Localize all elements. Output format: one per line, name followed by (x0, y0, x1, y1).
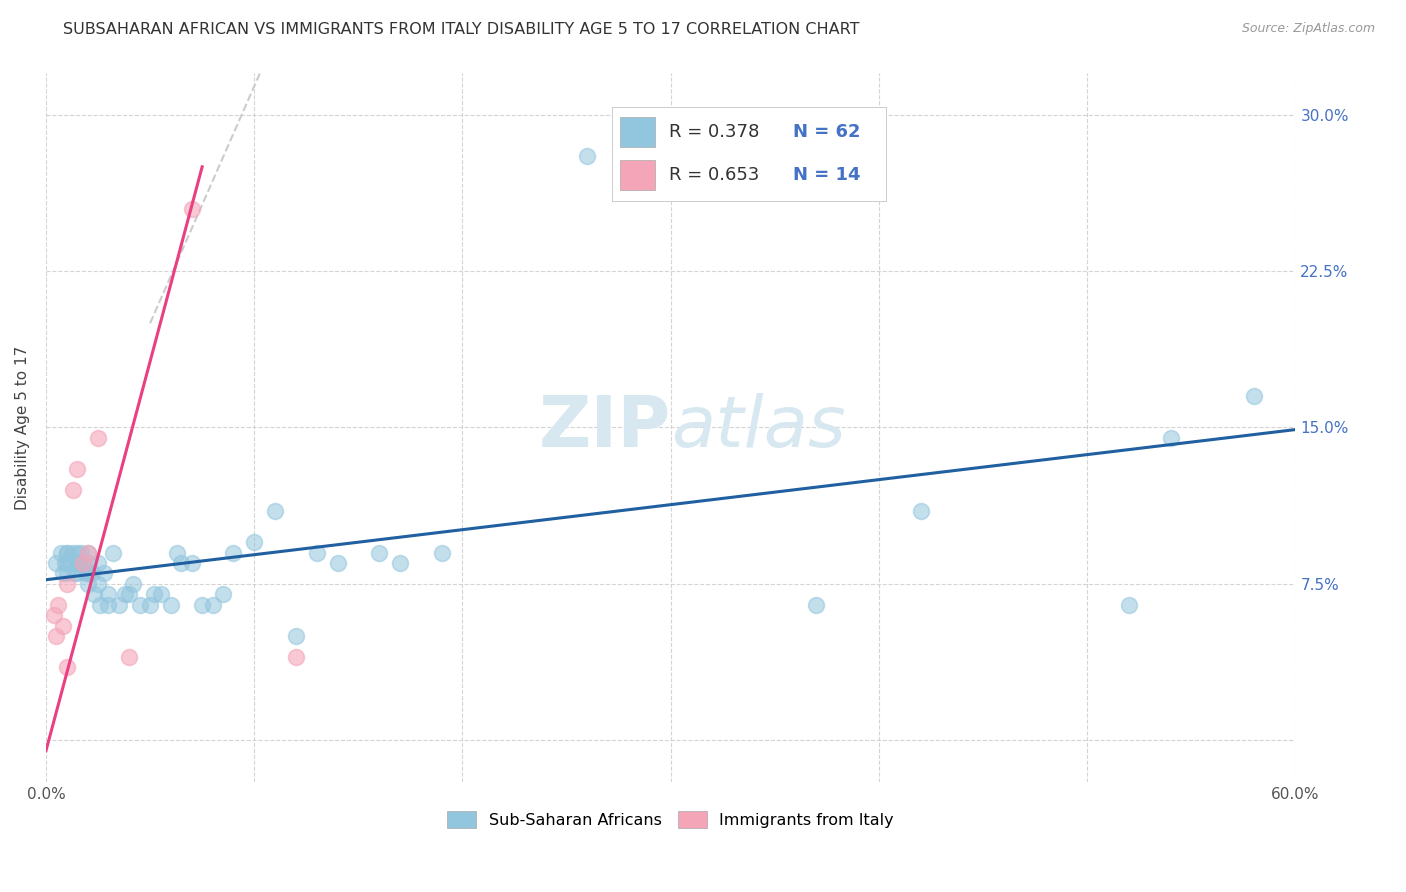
Point (222, 546, 245, 560)
Point (243, 535, 266, 549)
Point (149, 587, 172, 601)
Point (66, 462, 89, 476)
Point (87, 431, 110, 445)
Point (66, 546, 89, 560)
Point (87, 577, 110, 591)
Point (212, 587, 235, 601)
Point (52, 618, 75, 632)
Text: ZIP: ZIP (538, 393, 671, 462)
Point (67, 556, 90, 570)
Point (180, 202, 202, 216)
Point (326, 556, 349, 570)
Bar (620, 161, 655, 190)
Text: R = 0.378: R = 0.378 (669, 123, 759, 141)
Point (56, 546, 79, 560)
Point (89, 598, 111, 612)
Point (56, 566, 79, 581)
Legend: Sub-Saharan Africans, Immigrants from Italy: Sub-Saharan Africans, Immigrants from It… (441, 805, 900, 834)
Point (264, 504, 287, 518)
Point (66, 556, 89, 570)
Point (388, 556, 411, 570)
Point (368, 546, 391, 560)
Point (576, 149, 599, 163)
Point (62, 483, 84, 497)
Point (87, 556, 110, 570)
Point (80, 566, 103, 581)
Point (1243, 389, 1265, 403)
Point (191, 598, 214, 612)
Point (66, 566, 89, 581)
Point (128, 598, 150, 612)
Point (93, 566, 115, 581)
Point (62, 546, 84, 560)
Bar (620, 118, 655, 147)
Point (122, 577, 145, 591)
Point (108, 598, 131, 612)
Point (76, 556, 98, 570)
Text: atlas: atlas (671, 393, 845, 462)
Point (45, 629, 67, 643)
Point (1160, 431, 1182, 445)
Point (166, 546, 188, 560)
Point (76, 577, 98, 591)
Point (76, 546, 98, 560)
Point (76, 546, 98, 560)
Point (97, 598, 120, 612)
Text: N = 14: N = 14 (793, 167, 860, 185)
Point (430, 546, 453, 560)
Point (56, 660, 79, 674)
Point (114, 587, 136, 601)
Point (1118, 598, 1140, 612)
Text: Source: ZipAtlas.com: Source: ZipAtlas.com (1241, 22, 1375, 36)
Point (76, 566, 98, 581)
Point (806, 598, 828, 612)
Point (72, 556, 94, 570)
Point (48, 598, 70, 612)
Point (139, 598, 162, 612)
Point (160, 598, 183, 612)
Text: N = 62: N = 62 (793, 123, 860, 141)
Text: R = 0.653: R = 0.653 (669, 167, 759, 185)
Point (83, 587, 105, 601)
Point (52, 566, 75, 581)
Point (56, 577, 79, 591)
Point (305, 546, 328, 560)
Point (49, 546, 72, 560)
Point (70, 546, 93, 560)
Y-axis label: Disability Age 5 to 17: Disability Age 5 to 17 (15, 345, 30, 509)
Point (118, 649, 141, 664)
Point (101, 546, 124, 560)
Point (44, 608, 66, 623)
Point (59, 556, 82, 570)
Point (45, 556, 67, 570)
Point (180, 556, 202, 570)
Point (284, 629, 307, 643)
Point (75, 566, 97, 581)
Point (284, 649, 307, 664)
Point (118, 587, 141, 601)
Point (66, 556, 89, 570)
Point (97, 587, 120, 601)
Point (910, 504, 932, 518)
Point (170, 556, 193, 570)
Point (143, 587, 166, 601)
Point (72, 556, 94, 570)
Text: SUBSAHARAN AFRICAN VS IMMIGRANTS FROM ITALY DISABILITY AGE 5 TO 17 CORRELATION C: SUBSAHARAN AFRICAN VS IMMIGRANTS FROM IT… (63, 22, 860, 37)
Point (53, 556, 76, 570)
Point (56, 556, 79, 570)
Point (63, 566, 86, 581)
Point (201, 598, 224, 612)
Point (56, 546, 79, 560)
